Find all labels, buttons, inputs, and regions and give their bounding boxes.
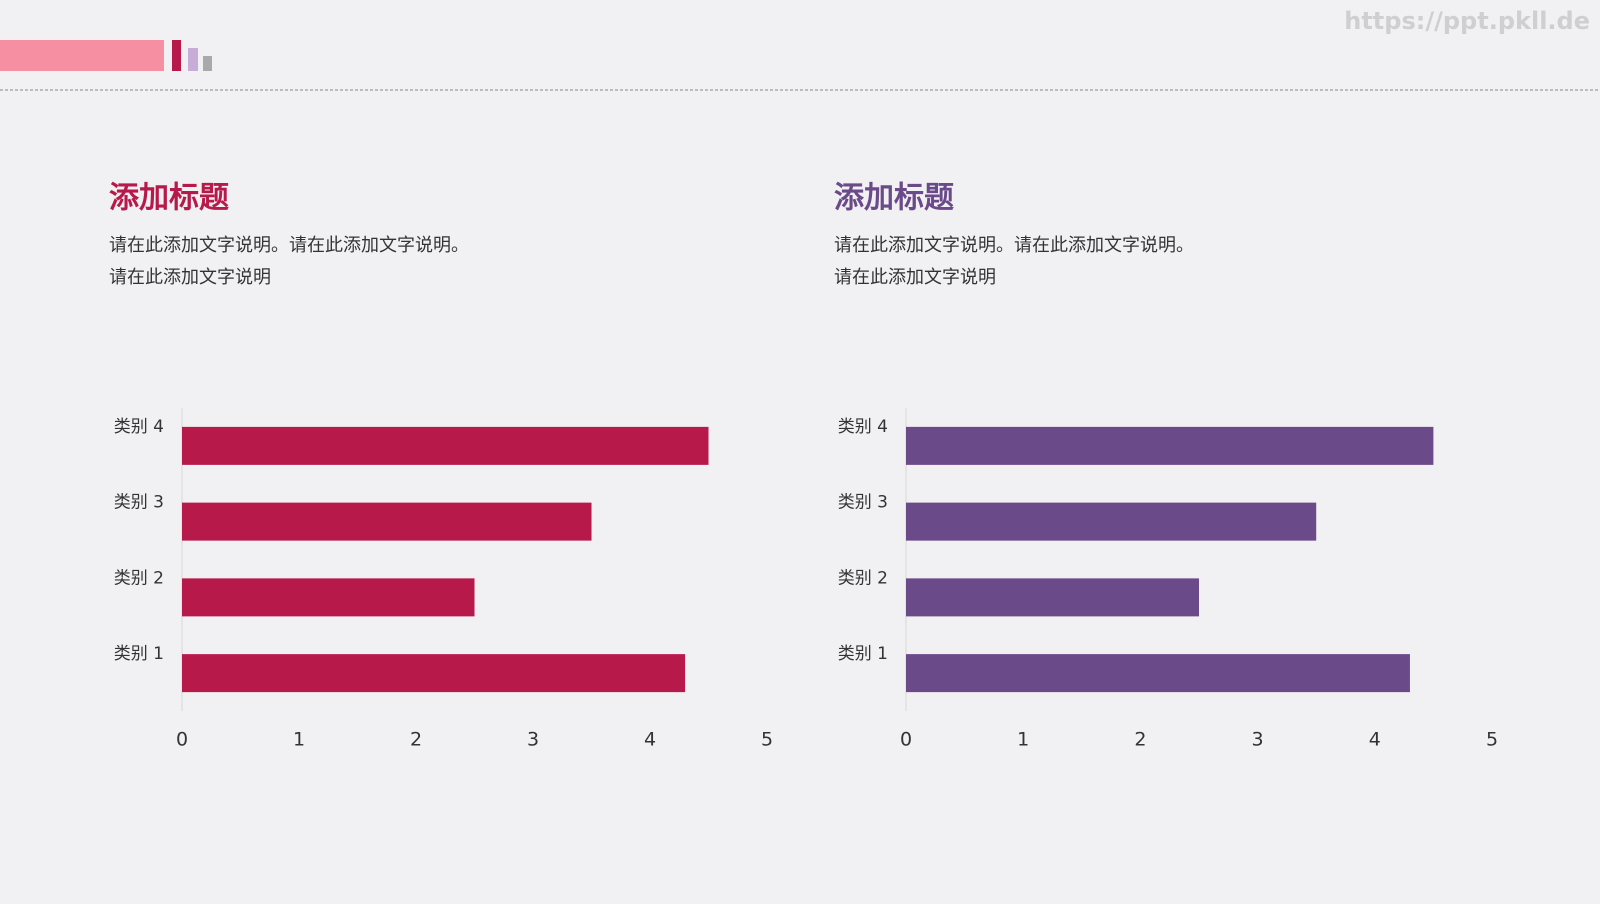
y-tick-label: 类别 3 [114, 493, 164, 513]
x-tick-label: 5 [1486, 729, 1498, 751]
bar [182, 502, 592, 541]
watermark: https://ppt.pkll.de [1344, 7, 1590, 35]
description: 请在此添加文字说明。请在此添加文字说明。 [834, 235, 1194, 256]
header-bar [0, 40, 164, 71]
bar [906, 578, 1199, 617]
x-tick-label: 3 [1252, 729, 1264, 751]
x-tick-label: 1 [293, 729, 305, 751]
x-tick-label: 1 [1017, 729, 1029, 751]
description: 请在此添加文字说明。请在此添加文字说明。 [109, 235, 469, 256]
description: 请在此添加文字说明 [834, 267, 996, 288]
y-tick-label: 类别 2 [838, 568, 888, 588]
y-tick-label: 类别 4 [114, 417, 164, 437]
bar [906, 502, 1317, 541]
x-tick-label: 3 [527, 729, 539, 751]
y-tick-label: 类别 1 [838, 644, 888, 664]
bar [182, 578, 475, 617]
bar [182, 426, 709, 465]
section-title: 添加标题 [109, 181, 229, 216]
y-tick-label: 类别 3 [838, 493, 888, 513]
x-tick-label: 0 [900, 729, 912, 751]
section-title: 添加标题 [834, 181, 954, 216]
y-tick-label: 类别 2 [114, 568, 164, 588]
header-accent [172, 40, 181, 71]
x-tick-label: 4 [1369, 729, 1381, 751]
y-tick-label: 类别 1 [114, 644, 164, 664]
bar [906, 654, 1410, 693]
header-accent [203, 56, 212, 71]
bar [906, 426, 1434, 465]
x-tick-label: 2 [410, 729, 422, 751]
x-tick-label: 2 [1134, 729, 1146, 751]
x-tick-label: 4 [644, 729, 656, 751]
header-accent [188, 48, 198, 71]
bar [182, 654, 686, 693]
x-tick-label: 0 [176, 729, 188, 751]
description: 请在此添加文字说明 [109, 267, 271, 288]
x-tick-label: 5 [761, 729, 773, 751]
y-tick-label: 类别 4 [838, 417, 888, 437]
